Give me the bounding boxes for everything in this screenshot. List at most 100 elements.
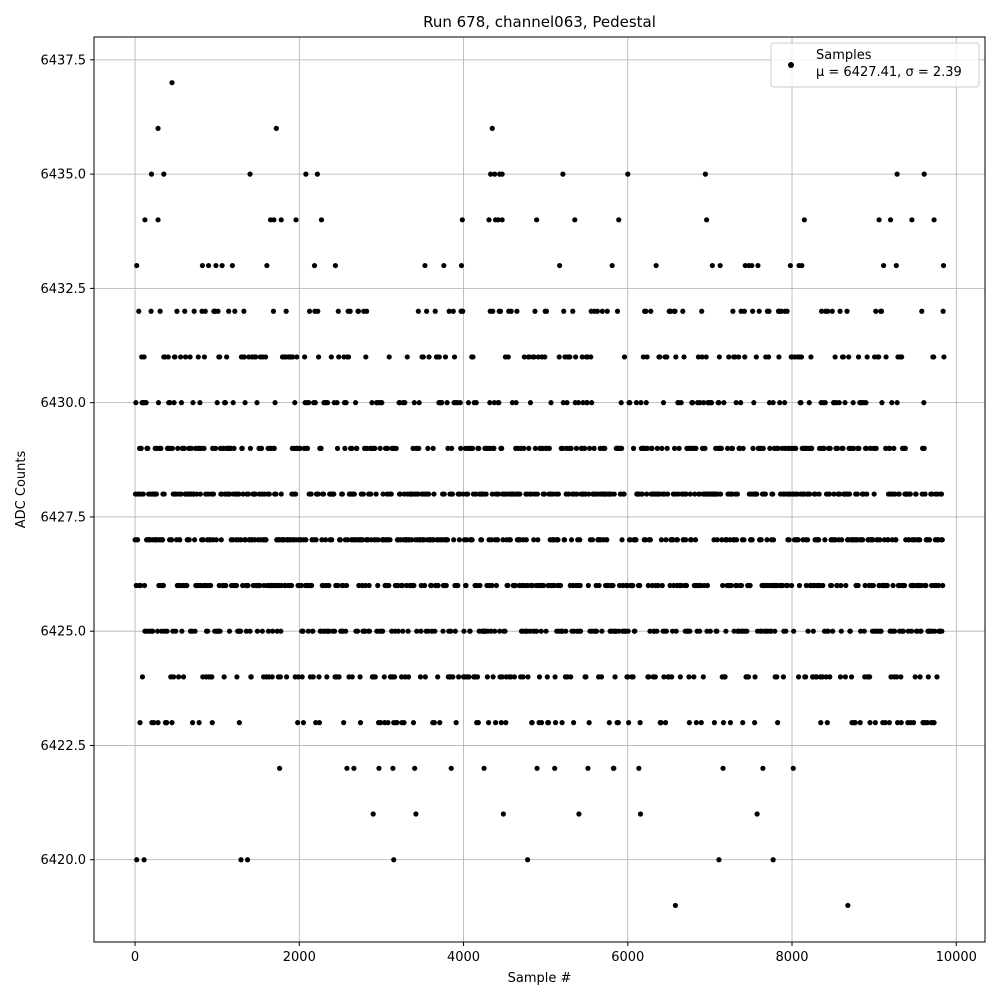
data-point xyxy=(728,582,734,589)
data-point xyxy=(342,445,348,451)
data-point xyxy=(460,308,466,314)
data-point xyxy=(426,354,432,360)
data-point xyxy=(837,491,843,497)
data-point xyxy=(747,582,753,589)
data-point xyxy=(241,308,247,314)
data-point xyxy=(499,217,505,223)
data-point xyxy=(366,582,372,589)
data-point xyxy=(288,582,295,589)
data-point xyxy=(448,765,454,771)
legend: Samples μ = 6427.41, σ = 2.39 xyxy=(770,42,980,88)
data-point xyxy=(421,582,428,589)
data-point xyxy=(415,491,421,497)
data-point xyxy=(744,628,750,634)
data-point xyxy=(174,308,180,314)
data-point xyxy=(636,765,642,771)
data-point xyxy=(910,720,917,726)
data-point xyxy=(303,171,309,177)
data-point xyxy=(798,354,805,360)
data-point xyxy=(499,171,505,177)
data-point xyxy=(808,354,814,360)
data-point xyxy=(626,720,632,726)
data-point xyxy=(645,582,651,589)
data-point xyxy=(188,445,194,451)
data-point xyxy=(401,720,407,726)
data-point xyxy=(369,400,375,406)
data-point xyxy=(591,445,597,451)
data-point xyxy=(820,582,826,589)
data-point xyxy=(325,400,331,406)
data-point xyxy=(770,537,777,543)
data-point xyxy=(701,400,707,406)
data-point xyxy=(158,445,164,451)
data-point xyxy=(722,674,728,680)
data-point xyxy=(692,537,699,543)
data-point xyxy=(273,491,279,497)
data-point xyxy=(892,628,898,634)
chart-title: Run 678, channel063, Pedestal xyxy=(423,13,656,31)
data-point xyxy=(702,171,708,177)
data-point xyxy=(535,537,541,543)
y-tick-label: 6420.0 xyxy=(41,853,87,868)
data-point xyxy=(627,537,633,543)
data-point xyxy=(709,262,715,269)
data-point xyxy=(295,674,302,680)
data-point xyxy=(493,582,499,589)
data-point xyxy=(733,537,740,543)
data-point xyxy=(133,400,139,406)
data-point xyxy=(678,400,684,406)
data-point xyxy=(842,400,848,406)
data-point xyxy=(764,537,770,543)
data-point xyxy=(351,765,357,771)
data-point xyxy=(563,628,569,634)
data-point xyxy=(142,217,148,223)
data-point xyxy=(610,582,616,589)
data-point xyxy=(857,628,864,634)
data-point xyxy=(254,628,261,634)
data-point xyxy=(825,308,831,314)
data-point xyxy=(332,262,339,269)
data-point xyxy=(872,720,878,726)
data-point xyxy=(141,857,147,863)
data-point xyxy=(372,445,378,451)
data-point xyxy=(496,400,502,406)
data-point xyxy=(545,720,552,726)
data-point xyxy=(692,491,698,497)
data-point xyxy=(303,537,309,543)
data-point xyxy=(714,537,720,543)
data-point xyxy=(314,171,320,177)
data-point xyxy=(391,674,398,680)
data-point xyxy=(546,445,552,451)
data-point xyxy=(834,445,841,451)
data-point xyxy=(315,491,321,497)
data-point xyxy=(786,537,792,543)
data-point xyxy=(621,491,627,497)
data-point xyxy=(758,537,764,543)
data-point xyxy=(372,674,378,680)
data-point xyxy=(589,537,596,543)
data-point xyxy=(917,537,923,543)
data-point xyxy=(703,354,709,360)
data-point xyxy=(716,354,722,360)
data-point xyxy=(432,308,438,314)
data-point xyxy=(295,720,301,726)
data-point xyxy=(898,674,904,680)
data-point xyxy=(451,354,458,360)
data-point xyxy=(829,308,835,314)
data-point xyxy=(230,400,236,406)
data-point xyxy=(900,628,906,634)
data-point xyxy=(422,674,428,680)
data-point xyxy=(720,582,726,589)
data-point xyxy=(838,582,844,589)
data-point xyxy=(194,491,200,497)
data-point xyxy=(777,400,783,406)
data-point xyxy=(637,720,643,726)
data-point xyxy=(178,491,184,497)
data-point xyxy=(153,491,160,497)
data-point xyxy=(455,582,461,589)
data-point xyxy=(497,308,504,314)
data-point xyxy=(210,491,217,497)
data-point xyxy=(639,491,645,497)
data-point xyxy=(883,354,889,360)
data-point xyxy=(529,582,536,589)
